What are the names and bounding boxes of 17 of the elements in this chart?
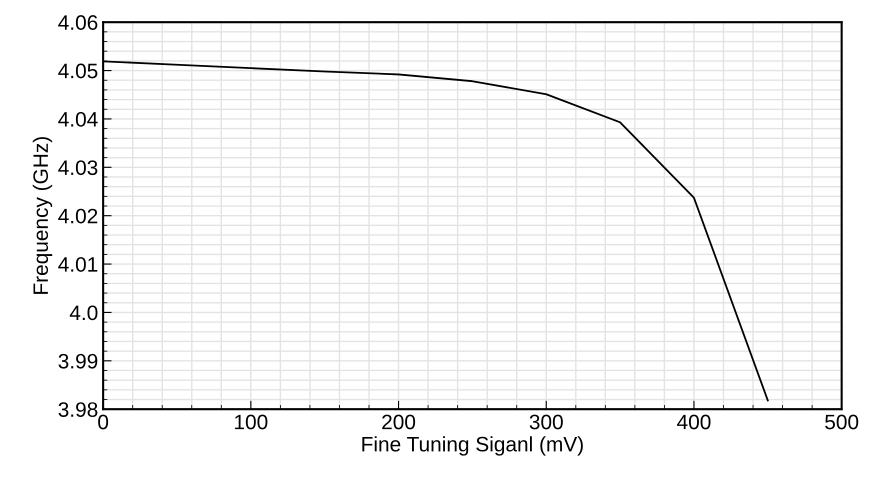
y-tick-label: 3.98 [58, 402, 98, 417]
y-axis-title: Frequency (GHz) [32, 137, 52, 294]
x-axis-title: Fine Tuning Siganl (mV) [362, 436, 583, 456]
x-tick-label: 400 [677, 414, 711, 430]
x-tick-label: 500 [825, 414, 858, 430]
y-tick-label: 4.02 [58, 208, 98, 224]
y-tick-label: 4.0 [70, 305, 98, 320]
y-tick-label: 4.04 [58, 112, 98, 127]
x-tick-label: 0 [98, 414, 108, 430]
y-tick-label: 4.06 [58, 15, 98, 30]
y-tick-label: 3.99 [58, 354, 98, 369]
x-tick-label: 100 [235, 414, 268, 430]
x-tick-label: 300 [530, 414, 563, 430]
x-tick-label: 200 [382, 414, 416, 430]
y-tick-label: 4.05 [58, 64, 98, 78]
y-tick-label: 4.01 [58, 257, 98, 272]
y-tick-label: 4.03 [58, 160, 98, 176]
